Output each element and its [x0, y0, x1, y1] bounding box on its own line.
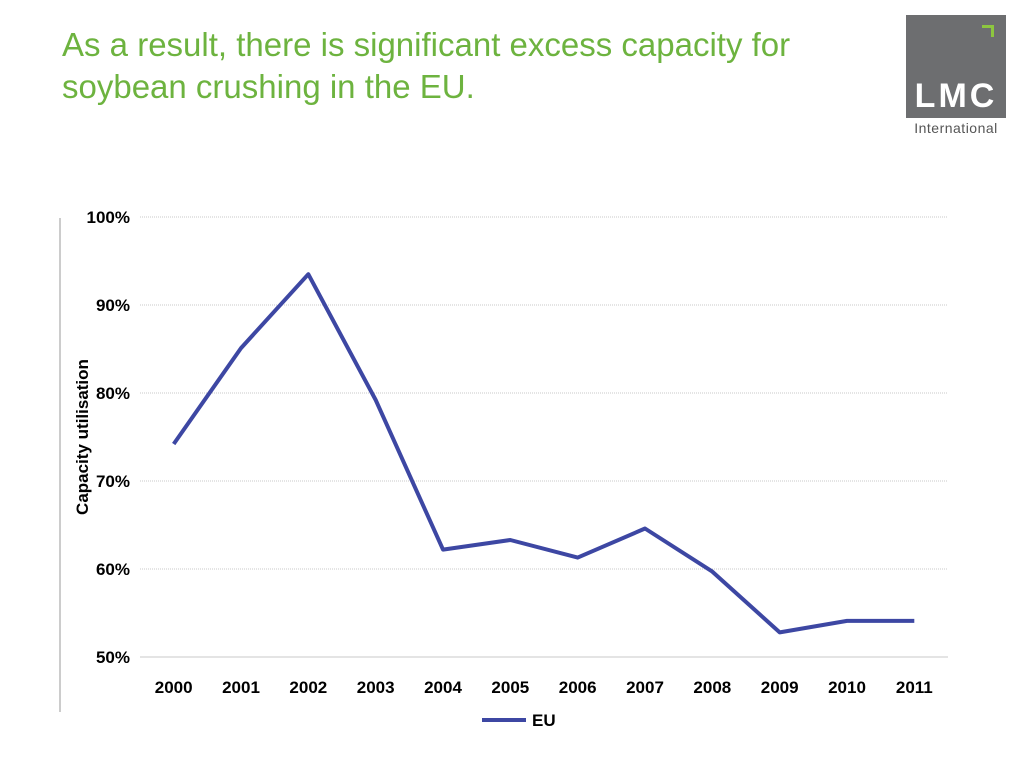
x-tick-label: 2004	[424, 678, 462, 697]
lmc-logo: LMC International	[906, 15, 1006, 139]
legend: EU	[482, 711, 556, 730]
x-tick-label: 2001	[222, 678, 260, 697]
x-tick-label: 2000	[155, 678, 193, 697]
x-tick-label: 2007	[626, 678, 664, 697]
y-tick-label: 60%	[96, 560, 130, 579]
slide-title: As a result, there is significant excess…	[62, 26, 791, 105]
logo-text: LMC	[914, 77, 998, 115]
x-tick-label: 2002	[289, 678, 327, 697]
logo-corner-icon	[982, 25, 994, 37]
gridlines	[140, 216, 948, 658]
logo-box: LMC	[906, 15, 1006, 118]
series-line-eu	[172, 272, 915, 635]
y-tick-label: 70%	[96, 472, 130, 491]
x-tick-label: 2008	[693, 678, 731, 697]
y-axis-label: Capacity utilisation	[73, 359, 92, 515]
y-tick-label: 90%	[96, 296, 130, 315]
logo-subtext: International	[914, 120, 998, 136]
x-tick-label: 2006	[559, 678, 597, 697]
legend-label: EU	[532, 711, 556, 730]
line-chart: 50% 60% 70% 80% 90% 100% 2000 2001 2002 2003 2004…	[73, 208, 948, 730]
y-tick-label: 80%	[96, 384, 130, 403]
x-tick-label: 2009	[761, 678, 799, 697]
x-tick-label: 2003	[357, 678, 395, 697]
x-tick-label: 2005	[491, 678, 529, 697]
left-divider	[59, 218, 61, 712]
y-tick-label: 50%	[96, 648, 130, 667]
x-tick-label: 2010	[828, 678, 866, 697]
y-tick-labels: 50% 60% 70% 80% 90% 100%	[87, 208, 130, 667]
x-tick-labels: 2000 2001 2002 2003 2004 2005 2006 2007 2008 2009…	[155, 678, 933, 697]
x-tick-label: 2011	[896, 678, 933, 697]
y-tick-label: 100%	[87, 208, 130, 227]
